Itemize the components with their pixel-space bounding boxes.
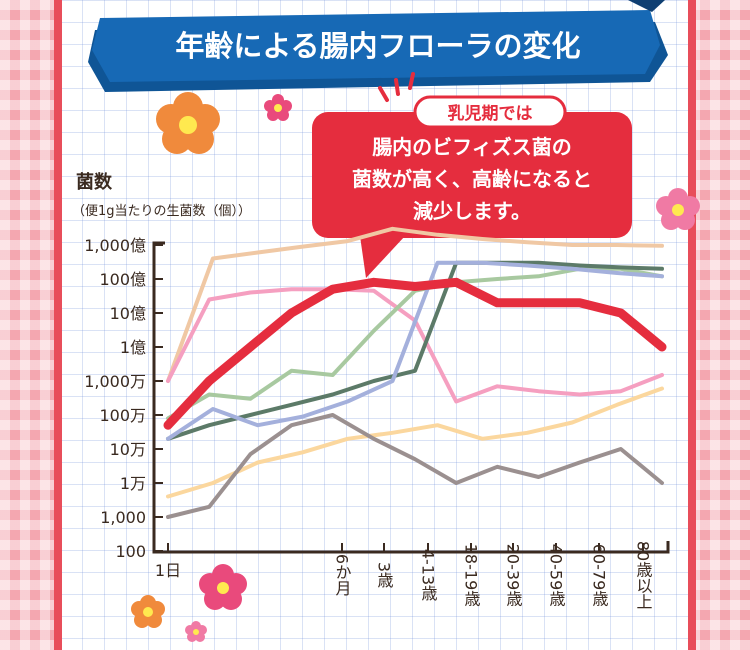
series-layer: [163, 226, 667, 519]
x-tick-label: 20-39歳: [504, 544, 523, 607]
panel-edge-left: [54, 0, 62, 650]
panel-edge-right: [688, 0, 696, 650]
flower-pink-right-icon: [656, 188, 700, 230]
callout-bubble: 乳児期では 腸内のビフィズス菌の 菌数が高く、高齢になると 減少します。: [312, 95, 632, 278]
flower-orange-icon: [156, 92, 220, 154]
callout-line-1: 腸内のビフィズス菌の: [372, 135, 572, 159]
series-line-1: [166, 226, 664, 383]
y-tick-label: 100億: [99, 270, 146, 289]
y-tick-label: 1,000: [100, 508, 146, 527]
grid-paper-panel: [60, 0, 690, 650]
y-tick-label: 100: [115, 542, 146, 561]
y-tick-label: 1,000万: [84, 372, 146, 391]
x-tick-label: 18-19歳: [462, 544, 481, 607]
callout-line-3: 減少します。: [413, 199, 531, 223]
y-axis-sublabel: （便1g当たりの生菌数（個））: [72, 204, 251, 219]
flower-pink-tiny-icon: [185, 621, 207, 642]
y-tick-label: 1万: [120, 474, 146, 493]
flower-orange-bottom-icon: [131, 595, 165, 628]
y-tick-label: 100万: [99, 406, 146, 425]
gingham-right-border: [690, 0, 750, 650]
x-tick-label: 1日: [155, 561, 181, 580]
flower-pink-small-icon: [264, 94, 292, 121]
y-tick-label: 10億: [110, 304, 146, 323]
series-line-7: [166, 413, 664, 519]
x-tick-label: 80歳以上: [634, 541, 653, 609]
series-line-4: [166, 260, 664, 441]
x-tick-label: 6か月: [333, 554, 352, 597]
y-tick-label: 10万: [110, 440, 146, 459]
callout-heading: 乳児期では: [448, 103, 533, 124]
bifidobacteria-series-line: [163, 277, 667, 430]
x-tick-label: 4-13歳: [419, 549, 438, 601]
series-line-3: [166, 266, 664, 421]
x-tick-label: 3歳: [375, 562, 394, 588]
title-banner: 年齢による腸内フローラの変化: [88, 0, 668, 92]
series-line-6: [166, 386, 664, 499]
banner-title: 年齢による腸内フローラの変化: [175, 29, 580, 63]
y-tick-label: 1,000億: [84, 236, 146, 255]
callout-burst-icon: [378, 72, 415, 102]
flower-pink-bottom-icon: [199, 564, 247, 610]
callout-line-2: 菌数が高く、高齢になると: [352, 167, 592, 191]
x-tick-label: 40-59歳: [547, 544, 566, 607]
y-axis-label: 菌数: [76, 171, 113, 193]
x-axis-ticks: 1日 6か月 3歳 4-13歳 18-19歳 20-39歳 40-59歳 60-79歳 80歳以…: [155, 541, 653, 609]
y-tick-label: 1億: [120, 338, 146, 357]
series-line-5: [166, 260, 664, 441]
x-tick-label: 60-79歳: [590, 544, 609, 607]
gingham-left-border: [0, 0, 60, 650]
y-axis-ticks: 1,000億 100億 10億 1億 1,000万 100万 10万 1万 1,000 100: [84, 236, 163, 561]
